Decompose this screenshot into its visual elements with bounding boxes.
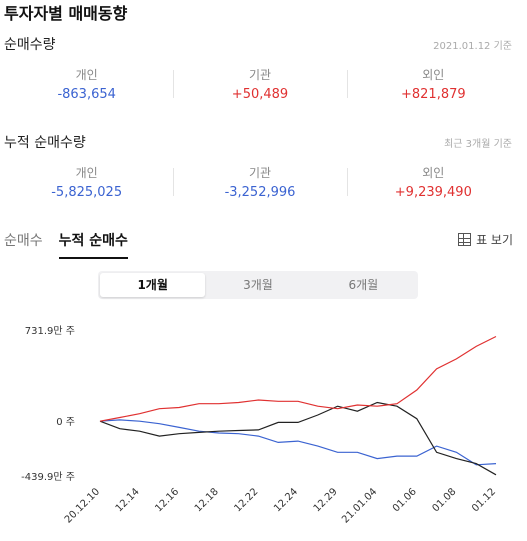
period-1-month-button[interactable]: 1개월 xyxy=(100,273,206,297)
cumulative-line-chart: 731.9만 주 0 주 -439.9만 주 20.12.10 12.14 12.16 12… xyxy=(21,325,498,526)
stat-value: -863,654 xyxy=(57,87,116,102)
stat-value: +50,489 xyxy=(231,87,289,102)
stat-value: +9,239,490 xyxy=(394,185,472,200)
x-tick-label: 12.14 xyxy=(114,486,142,514)
stat-value: -5,825,025 xyxy=(51,185,123,200)
stat-label: 외인 xyxy=(422,166,445,180)
y-tick-label: -439.9만 주 xyxy=(21,471,75,483)
period-6-month-button[interactable]: 6개월 xyxy=(348,278,379,292)
stat-label: 개인 xyxy=(75,68,98,82)
period-selector: 1개월 3개월 6개월 xyxy=(98,271,418,299)
cumulative-period-note: 최근 3개월 기준 xyxy=(444,139,512,150)
cumulative-stats: 개인 -5,825,025 기관 -3,252,996 외인 +9,239,49… xyxy=(0,164,520,200)
x-tick-label: 20.12.10 xyxy=(63,486,102,525)
x-tick-label: 01.06 xyxy=(391,486,419,514)
net-stats: 개인 -863,654 기관 +50,489 외인 +821,879 xyxy=(0,66,520,102)
net-stat-individual: 개인 -863,654 xyxy=(0,66,173,102)
x-tick-label: 21.01.04 xyxy=(340,486,379,525)
cumulative-stat-individual: 개인 -5,825,025 xyxy=(0,164,173,200)
net-section-title: 순매수량 xyxy=(4,37,56,53)
x-tick-label: 12.29 xyxy=(312,486,340,514)
tab-net-buy[interactable]: 순매수 xyxy=(4,233,43,249)
net-stat-foreign: 외인 +821,879 xyxy=(346,66,520,102)
tab-cumulative-net-buy[interactable]: 누적 순매수 xyxy=(58,230,128,259)
x-tick-label: 12.24 xyxy=(272,486,300,514)
cumulative-section-header: 누적 순매수량 최근 3개월 기준 xyxy=(4,132,512,152)
net-stat-institution: 기관 +50,489 xyxy=(173,66,346,102)
stat-value: -3,252,996 xyxy=(224,185,296,200)
x-tick-label: 01.12 xyxy=(470,486,498,514)
x-tick-label: 12.16 xyxy=(153,486,181,514)
stat-label: 기관 xyxy=(248,166,272,180)
table-view-button[interactable]: 표 보기 xyxy=(458,231,513,248)
series-line-2 xyxy=(99,335,497,422)
stat-label: 개인 xyxy=(75,166,98,180)
cumulative-stat-institution: 기관 -3,252,996 xyxy=(173,164,346,200)
cumulative-stat-foreign: 외인 +9,239,490 xyxy=(346,164,520,200)
y-tick-label: 731.9만 주 xyxy=(25,325,75,337)
page-title: 투자자별 매매동향 xyxy=(4,4,128,23)
view-tabs: 순매수 누적 순매수 xyxy=(4,230,128,259)
stat-label: 기관 xyxy=(248,68,272,82)
net-section-header: 순매수량 2021.01.12 기준 xyxy=(4,34,512,54)
series-line-1 xyxy=(99,401,497,476)
x-tick-label: 12.22 xyxy=(232,486,260,514)
stat-label: 외인 xyxy=(422,68,445,82)
x-tick-label: 12.18 xyxy=(193,486,221,514)
net-date-note: 2021.01.12 기준 xyxy=(433,41,512,52)
stat-value: +821,879 xyxy=(400,87,466,102)
table-grid-icon xyxy=(458,233,472,246)
y-tick-label: 0 주 xyxy=(56,417,75,428)
table-view-label: 표 보기 xyxy=(476,233,513,247)
period-3-month-button[interactable]: 3개월 xyxy=(243,278,273,292)
series-line-0 xyxy=(99,419,497,466)
cumulative-section-title: 누적 순매수량 xyxy=(4,135,86,151)
x-tick-label: 01.08 xyxy=(430,486,458,514)
